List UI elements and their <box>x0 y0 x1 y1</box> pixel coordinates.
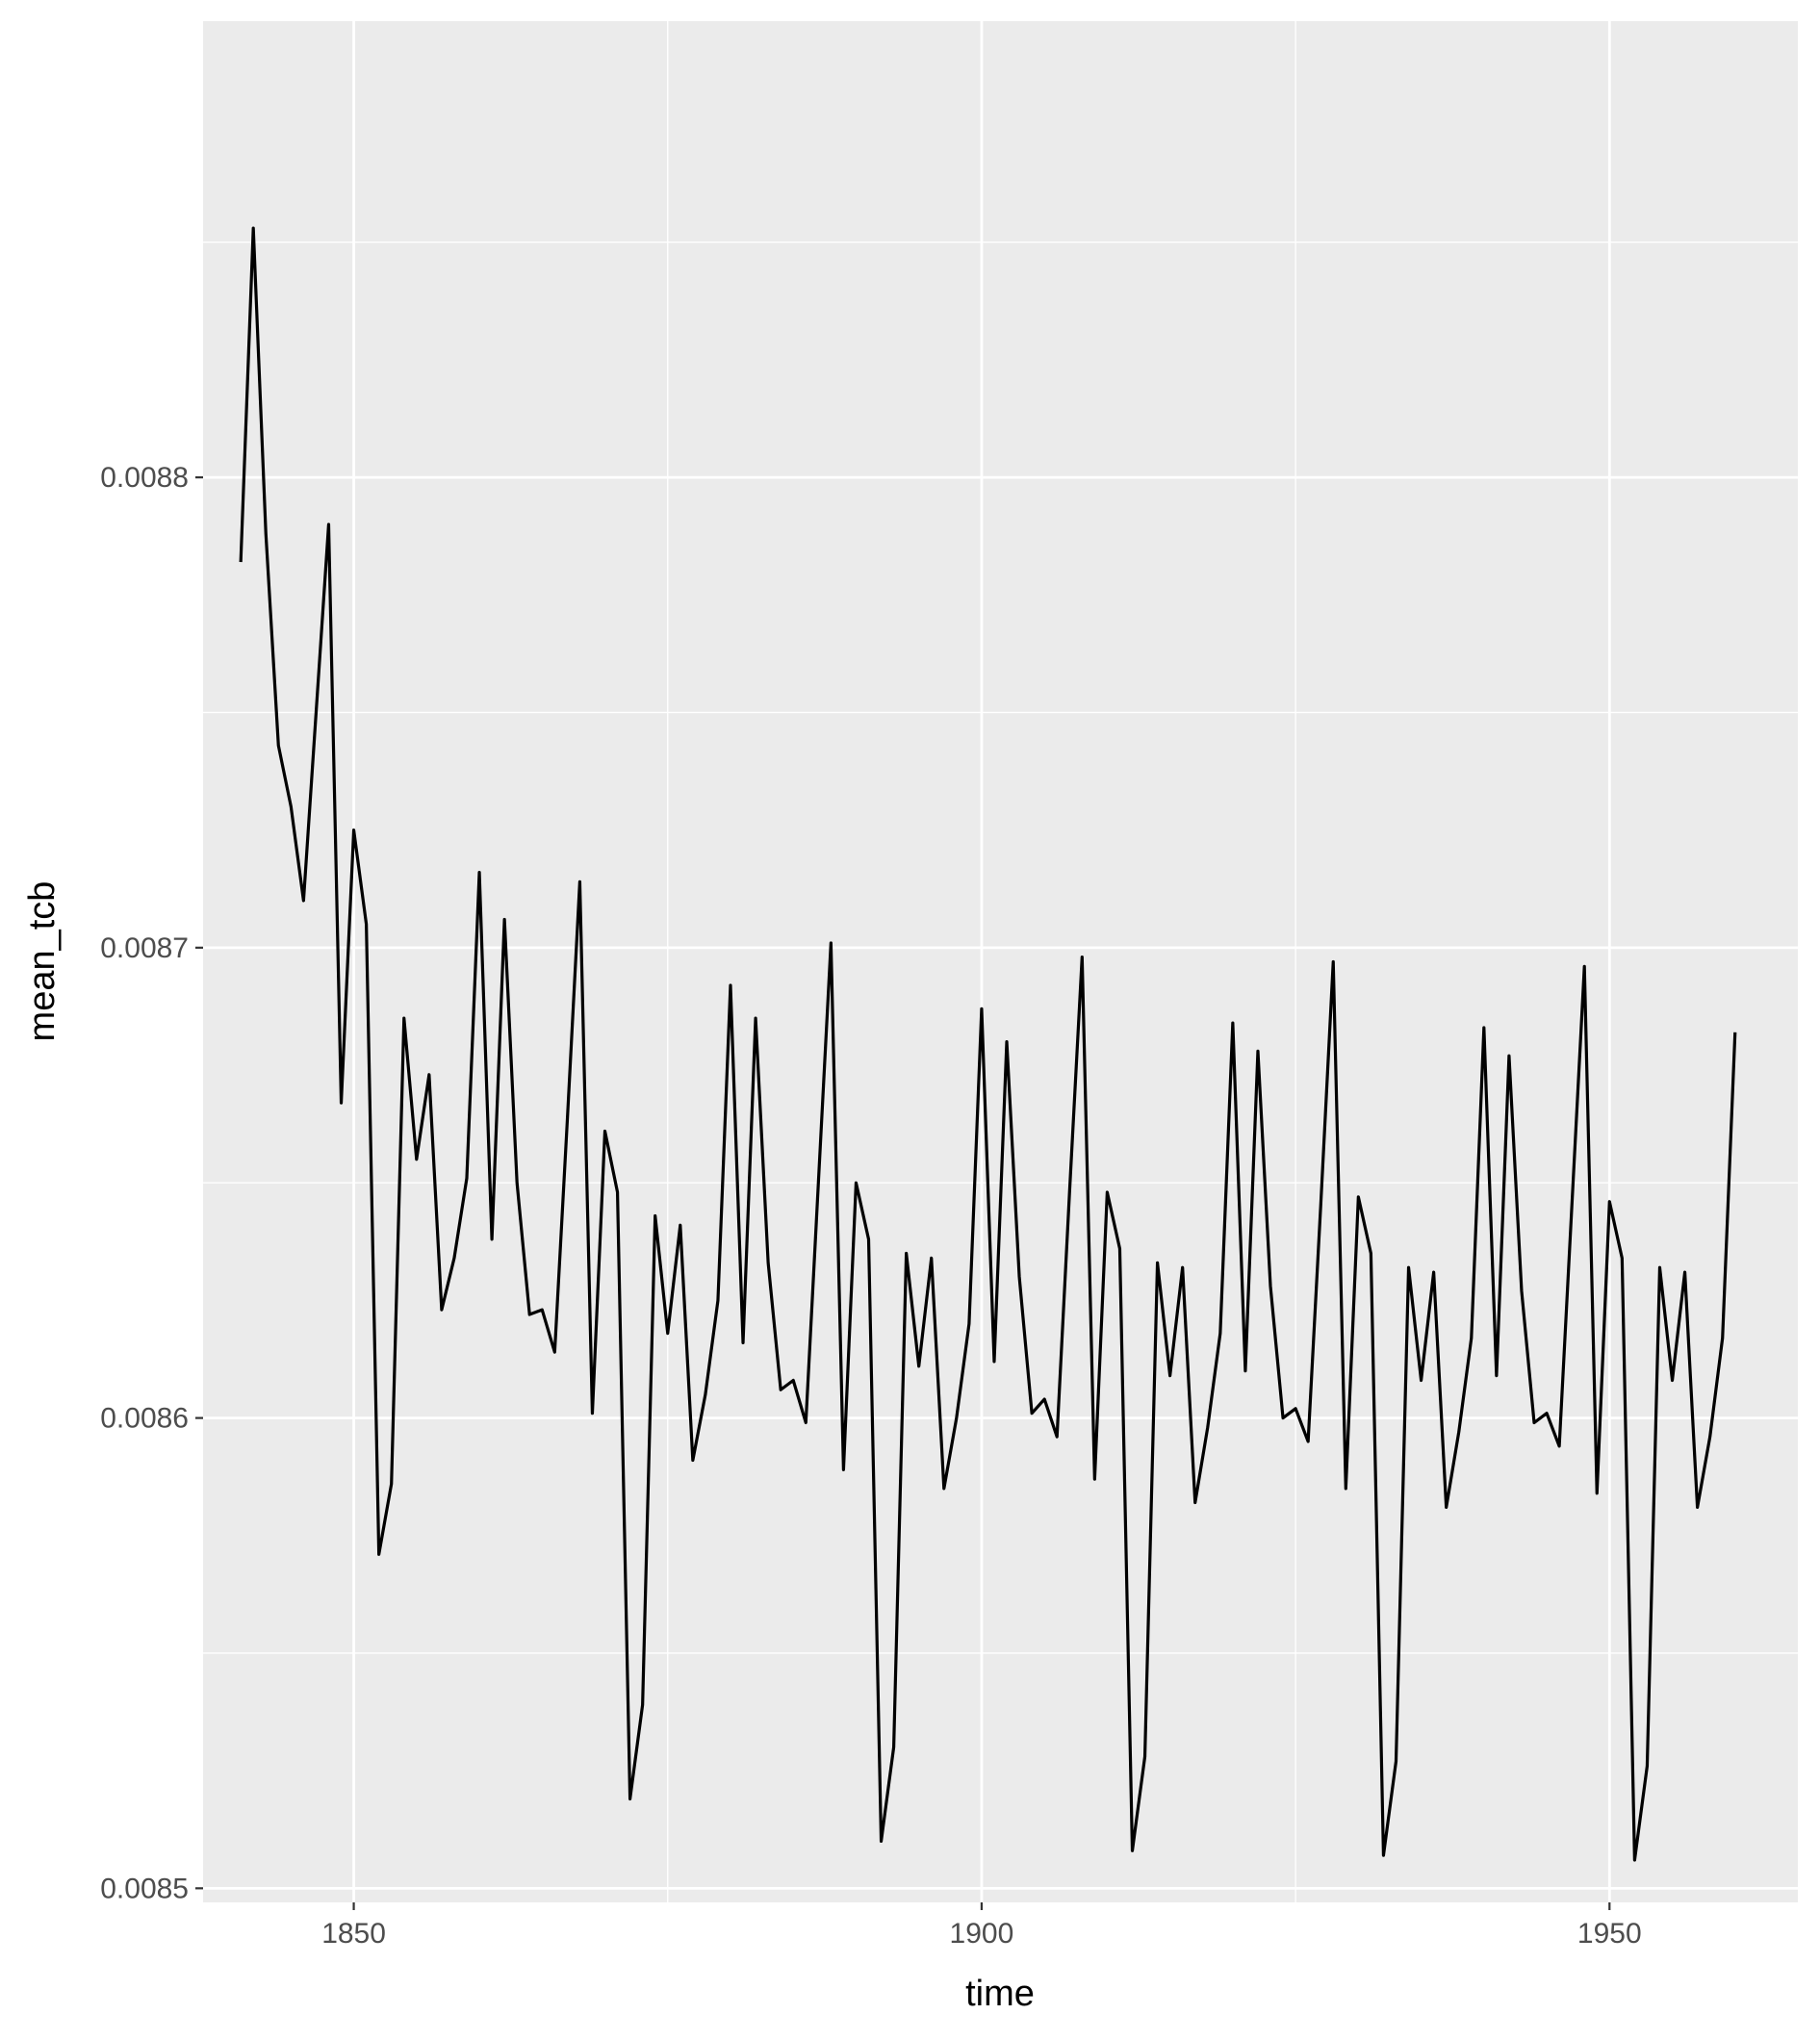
y-axis-title: mean_tcb <box>22 881 63 1042</box>
x-axis-title: time <box>965 1974 1035 2014</box>
y-tick-label: 0.0088 <box>100 462 189 494</box>
x-axis-ticks: 1850 1900 1950 <box>321 1902 1642 1950</box>
x-tick-label: 1850 <box>321 1918 386 1950</box>
series-line <box>239 226 1737 1862</box>
panel-background <box>203 21 1798 1902</box>
x-tick-label: 1950 <box>1577 1918 1642 1950</box>
y-tick-label: 0.0087 <box>100 932 189 964</box>
y-tick-label: 0.0085 <box>100 1873 189 1904</box>
y-tick-label: 0.0086 <box>100 1403 189 1435</box>
y-axis-ticks: 0.0085 0.0086 0.0087 0.0088 <box>100 462 203 1904</box>
x-tick-label: 1900 <box>950 1918 1014 1950</box>
minor-grid <box>203 21 1798 1902</box>
series-layer <box>239 226 1737 1862</box>
major-grid <box>203 21 1798 1902</box>
